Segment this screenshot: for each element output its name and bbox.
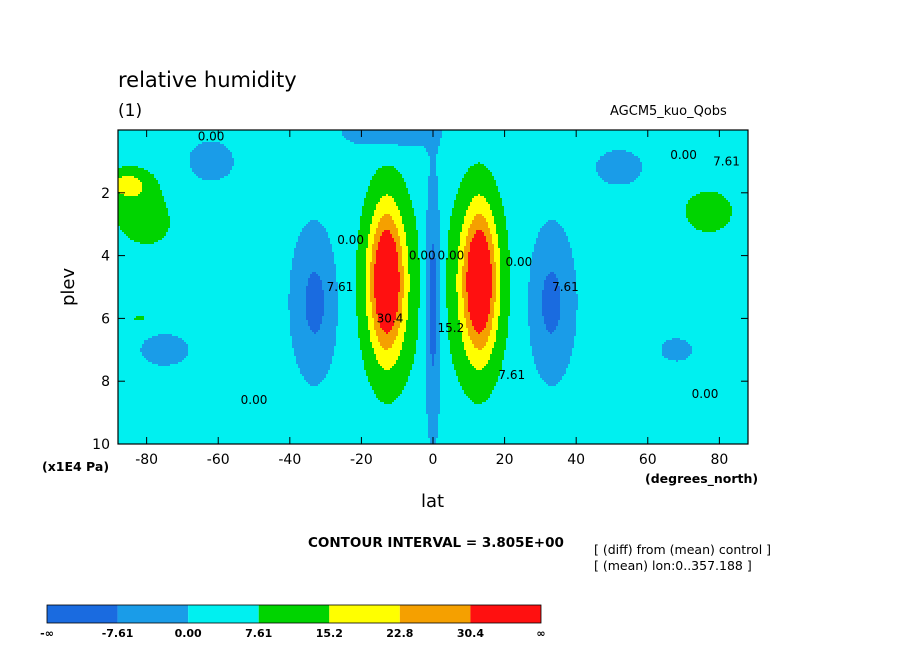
x-axis-unit: (degrees_north) (645, 471, 759, 486)
contour-label: 7.61 (552, 280, 579, 294)
x-axis-label: lat (421, 491, 445, 512)
y-tick-label: 6 (101, 311, 110, 327)
x-tick-label: -40 (278, 452, 301, 468)
y-tick-label: 4 (101, 249, 110, 265)
colorbar-label: 22.8 (386, 627, 413, 640)
contour-label: 7.61 (498, 368, 525, 382)
colorbar-label: 7.61 (245, 627, 272, 640)
colorbar-swatch (117, 605, 189, 623)
x-tick-label: -60 (207, 452, 230, 468)
y-axis-unit: (x1E4 Pa) (42, 459, 110, 474)
contour-label: 15.2 (438, 321, 465, 335)
x-tick-label: -20 (350, 452, 373, 468)
colorbar-swatch (399, 605, 471, 623)
contour-label: 0.00 (506, 255, 533, 269)
x-tick-label: 60 (639, 452, 657, 468)
chart-subtitle: (1) (118, 101, 143, 121)
contour-label: 7.61 (327, 280, 354, 294)
colorbar-swatch (47, 605, 118, 623)
contour-label: 0.00 (438, 249, 465, 263)
contour-label: 0.00 (692, 387, 719, 401)
x-tick-label: 80 (710, 452, 728, 468)
y-tick-label: 2 (101, 186, 110, 202)
contour-label: 0.00 (198, 129, 225, 143)
contour-label: 0.00 (337, 233, 364, 247)
contour-label: 0.00 (241, 393, 268, 407)
colorbar-swatch (329, 605, 400, 623)
x-tick-label: 0 (429, 452, 438, 468)
note-mean: [ (mean) lon:0..357.188 ] (594, 558, 752, 573)
x-tick-label: -80 (135, 452, 158, 468)
colorbar-label: -7.61 (102, 627, 134, 640)
colorbar-swatch (188, 605, 259, 623)
contour-label: 7.61 (713, 154, 740, 168)
colorbar-frame (46, 604, 542, 624)
experiment-label: AGCM5_kuo_Qobs (610, 104, 727, 119)
colorbar-label: 0.00 (175, 627, 202, 640)
contour-label: 0.00 (409, 249, 436, 263)
contour-interval: CONTOUR INTERVAL = 3.805E+00 (308, 535, 564, 551)
contour-label: 30.4 (377, 311, 404, 325)
colorbar-swatch (258, 605, 330, 623)
field-cells (118, 130, 748, 444)
note-diff: [ (diff) from (mean) control ] (594, 542, 772, 557)
colorbar-label: 30.4 (457, 627, 484, 640)
x-tick-label: 40 (567, 452, 585, 468)
colorbar-label: 15.2 (316, 627, 343, 640)
colorbar-swatch (470, 605, 541, 623)
colorbar-label: -∞ (40, 627, 54, 640)
x-tick-label: 20 (496, 452, 514, 468)
chart-title: relative humidity (118, 68, 297, 92)
y-tick-label: 8 (101, 374, 110, 390)
y-tick-label: 10 (92, 437, 110, 453)
colorbar-label: ∞ (536, 627, 545, 640)
contour-label: 0.00 (670, 148, 697, 162)
